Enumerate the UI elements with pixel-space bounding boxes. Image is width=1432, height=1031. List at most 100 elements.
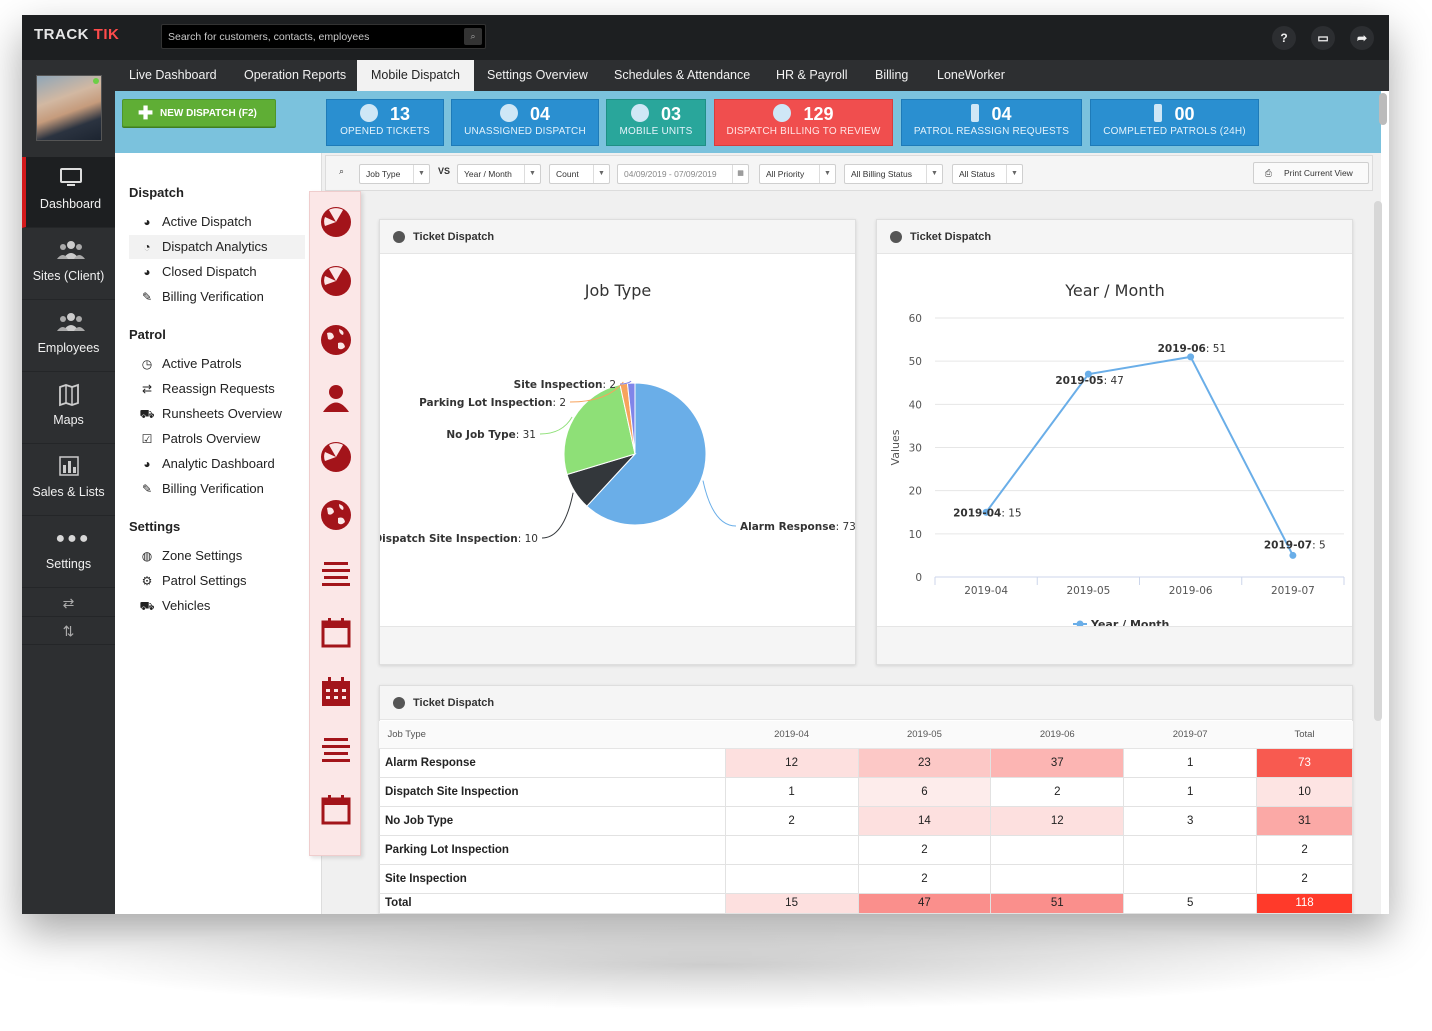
globe-icon[interactable] — [319, 323, 353, 357]
column-header[interactable]: Job Type — [378, 721, 726, 749]
stats-strip: ✚ NEW DISPATCH (F2) 13 OPENED TICKETS 04 … — [115, 91, 1381, 153]
sidebar-item-zone-settings[interactable]: ◍ Zone Settings — [129, 544, 305, 568]
pie-slice[interactable] — [586, 382, 707, 526]
panel-header: Ticket Dispatch — [877, 220, 1352, 254]
priority-select[interactable]: All Priority ▼ — [759, 164, 836, 184]
stat-value: 00 — [1174, 104, 1195, 124]
pie-icon[interactable] — [319, 440, 353, 474]
count-select[interactable]: Count ▼ — [549, 164, 610, 184]
tab-hr-payroll[interactable]: HR & Payroll — [776, 68, 848, 82]
sidebar-item-reassign-requests[interactable]: ⇄ Reassign Requests — [129, 377, 305, 401]
data-point — [1187, 353, 1195, 361]
job-type-select[interactable]: Job Type ▼ — [359, 164, 430, 184]
tab-loneworker[interactable]: LoneWorker — [937, 68, 1005, 82]
stat-caption: PATROL REASSIGN REQUESTS — [913, 126, 1070, 137]
sidebar-item-patrols-overview[interactable]: ☑ Patrols Overview — [129, 427, 305, 451]
calendar-grid-icon[interactable] — [319, 675, 353, 709]
sidebar-item-label: Dispatch Analytics — [162, 239, 268, 254]
quick-icon-strip — [309, 191, 361, 856]
tab-billing[interactable]: Billing — [875, 68, 909, 82]
sidebar-item-runsheets-overview[interactable]: ⛟ Runsheets Overview — [129, 402, 305, 426]
logo[interactable]: TRACK TIK — [34, 26, 119, 43]
avatar[interactable] — [36, 75, 102, 141]
sidebar-item-active-dispatch[interactable]: ◕ Active Dispatch — [129, 210, 305, 234]
left-nav: Dashboard Sites (Client) Employees Maps … — [22, 60, 115, 914]
table-row: Parking Lot Inspection 2 2 — [378, 834, 1353, 865]
tab-mobile-dispatch[interactable]: Mobile Dispatch — [357, 60, 474, 91]
nav-dashboard[interactable]: Dashboard — [22, 157, 115, 228]
nav-maps[interactable]: Maps — [22, 373, 115, 444]
data-label: 2019-07: 5 — [1264, 539, 1326, 551]
people-icon — [56, 311, 85, 335]
sidebar-item-dispatch-analytics[interactable]: ◔ Dispatch Analytics — [129, 235, 305, 259]
table-cell — [990, 863, 1125, 894]
swap-vertical-icon[interactable]: ⇅ — [22, 617, 115, 645]
exchange-icon: ⇄ — [141, 382, 153, 396]
table-cell: 51 — [990, 892, 1125, 914]
row-label: Total — [378, 892, 726, 914]
globe-icon[interactable] — [319, 498, 353, 532]
data-point — [982, 508, 990, 516]
calendar-icon[interactable] — [319, 616, 353, 650]
billing-status-select[interactable]: All Billing Status ▼ — [844, 164, 943, 184]
tab-live-dashboard[interactable]: Live Dashboard — [129, 68, 217, 82]
stat-dispatch-billing[interactable]: 129 DISPATCH BILLING TO REVIEW — [714, 99, 893, 146]
tab-schedules-attendance[interactable]: Schedules & Attendance — [614, 68, 751, 82]
sidebar-item-closed-dispatch[interactable]: ◕ Closed Dispatch — [129, 260, 305, 284]
stat-opened-tickets[interactable]: 13 OPENED TICKETS — [326, 99, 444, 146]
screen-icon[interactable]: ▭ — [1311, 26, 1335, 50]
year-month-select[interactable]: Year / Month ▼ — [457, 164, 541, 184]
stat-value: 03 — [660, 104, 682, 124]
sidebar-item-patrol-settings[interactable]: ⚙ Patrol Settings — [129, 569, 305, 593]
sidebar-item-vehicles[interactable]: ⛟ Vehicles — [129, 594, 305, 618]
stat-completed-patrols[interactable]: 00 COMPLETED PATROLS (24H) — [1090, 99, 1259, 146]
sidebar-item-billing-verification[interactable]: ✎ Billing Verification — [129, 285, 305, 309]
table-cell: 1 — [1123, 747, 1258, 778]
y-tick-label: 30 — [909, 443, 922, 455]
pie-icon — [499, 104, 518, 122]
vs-label: VS — [438, 166, 451, 176]
pie-icon[interactable] — [319, 205, 353, 239]
print-current-view-button[interactable]: ⎙ Print Current View — [1253, 162, 1369, 184]
nav-label: Dashboard — [39, 197, 102, 211]
search-input[interactable] — [168, 29, 458, 45]
pie-icon — [393, 231, 405, 243]
pie-icon[interactable] — [319, 264, 353, 298]
stat-caption: DISPATCH BILLING TO REVIEW — [726, 126, 881, 137]
sidebar-item-label: Active Dispatch — [162, 214, 252, 229]
swap-horizontal-icon[interactable]: ⇄ — [22, 589, 115, 617]
sidebar-item-analytic-dashboard[interactable]: ◕ Analytic Dashboard — [129, 452, 305, 476]
help-icon[interactable]: ? — [1272, 26, 1296, 50]
nav-sales-lists[interactable]: Sales & Lists — [22, 445, 115, 516]
nav-sites[interactable]: Sites (Client) — [22, 229, 115, 300]
nav-employees[interactable]: Employees — [22, 301, 115, 372]
date-range-input[interactable]: 04/09/2019 - 07/09/2019 ▦ — [617, 164, 749, 184]
panel-title: Ticket Dispatch — [910, 231, 992, 243]
outer-scrollbar[interactable] — [1379, 93, 1387, 125]
sidebar-item-patrol-billing-verification[interactable]: ✎ Billing Verification — [129, 477, 305, 501]
list-icon[interactable] — [319, 734, 353, 768]
nav-settings[interactable]: ●●● Settings — [22, 517, 115, 588]
new-dispatch-button[interactable]: ✚ NEW DISPATCH (F2) — [122, 99, 276, 127]
tab-operation-reports[interactable]: Operation Reports — [244, 68, 347, 82]
stat-patrol-reassign[interactable]: 04 PATROL REASSIGN REQUESTS — [901, 99, 1082, 146]
status-select[interactable]: All Status ▼ — [952, 164, 1023, 184]
sidebar-item-active-patrols[interactable]: ◷ Active Patrols — [129, 352, 305, 376]
column-header[interactable]: Total — [1256, 721, 1353, 749]
column-header[interactable]: 2019-06 — [990, 721, 1124, 749]
pie-slice[interactable] — [563, 384, 636, 476]
search-icon[interactable]: ⌕ — [464, 28, 482, 45]
column-header[interactable]: 2019-07 — [1123, 721, 1257, 749]
content-scrollbar[interactable] — [1374, 201, 1382, 721]
column-header[interactable]: 2019-05 — [858, 721, 991, 749]
panel-title: Ticket Dispatch — [413, 231, 495, 243]
stat-mobile-units[interactable]: 03 MOBILE UNITS — [606, 99, 706, 146]
calendar-icon[interactable] — [319, 793, 353, 827]
share-icon[interactable]: ➦ — [1350, 26, 1374, 50]
list-icon[interactable] — [319, 558, 353, 592]
user-icon[interactable] — [319, 381, 353, 415]
column-header[interactable]: 2019-04 — [725, 721, 858, 749]
tab-settings-overview[interactable]: Settings Overview — [487, 68, 588, 82]
app-window: TRACK TIK ⌕ ? ▭ ➦ Dashboard Sites (Clien… — [22, 15, 1389, 914]
stat-unassigned-dispatch[interactable]: 04 UNASSIGNED DISPATCH — [451, 99, 599, 146]
